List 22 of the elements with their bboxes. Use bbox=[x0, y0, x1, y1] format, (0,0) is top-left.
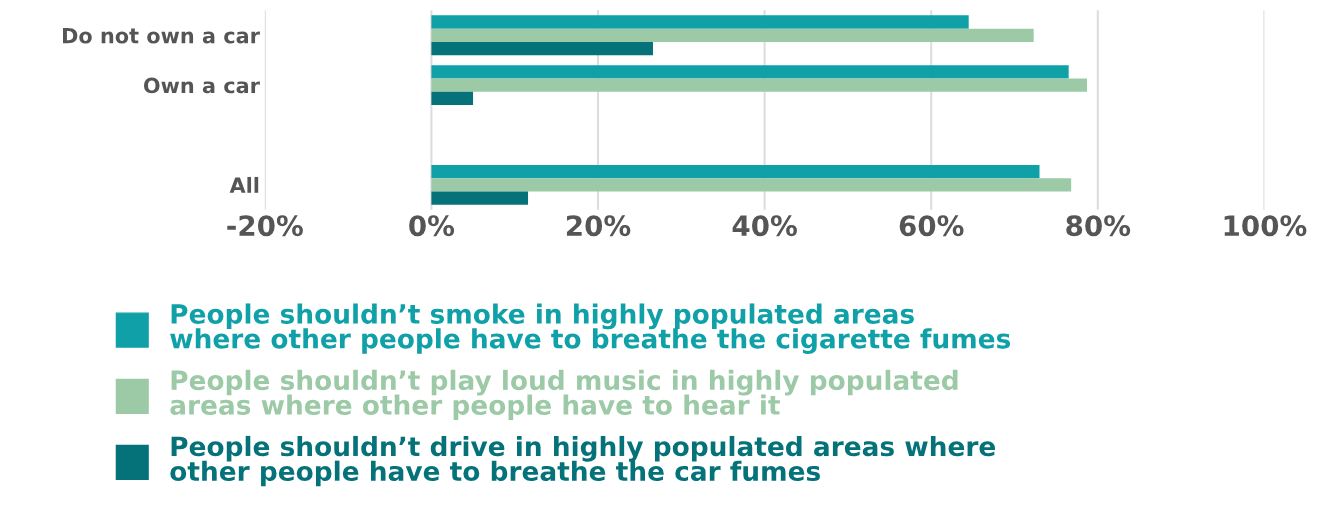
x-tick-label: 40% bbox=[732, 215, 797, 237]
bar bbox=[431, 65, 1069, 79]
bar bbox=[431, 78, 1087, 92]
y-tick-label: Do not own a car bbox=[63, 28, 260, 44]
bar bbox=[431, 28, 1034, 42]
bar bbox=[431, 41, 653, 56]
x-tick-label: 60% bbox=[899, 215, 964, 237]
bar bbox=[431, 15, 969, 29]
legend-label: People shouldn’t play loud music in highly populated areas where other people have to hear it bbox=[170, 369, 958, 421]
x-tick-label: 20% bbox=[566, 215, 631, 237]
y-tick-label: All bbox=[229, 176, 259, 193]
x-tick-label: 100% bbox=[1224, 215, 1307, 237]
x-tick-label: 0% bbox=[409, 215, 455, 237]
x-tick-label: 80% bbox=[1066, 215, 1131, 237]
bar bbox=[431, 164, 1040, 179]
x-tick-label: -20% bbox=[227, 215, 303, 237]
y-tick-label: Own a car bbox=[143, 77, 260, 94]
bar bbox=[431, 191, 529, 205]
legend-label: People shouldn’t smoke in highly populated areas where other people have to breathe the cigarette fumes bbox=[170, 303, 1011, 354]
bar bbox=[431, 178, 1072, 192]
legend-label: People shouldn’t drive in highly populated areas where other people have to breathe the car fumes bbox=[170, 435, 996, 487]
bar bbox=[431, 91, 474, 106]
